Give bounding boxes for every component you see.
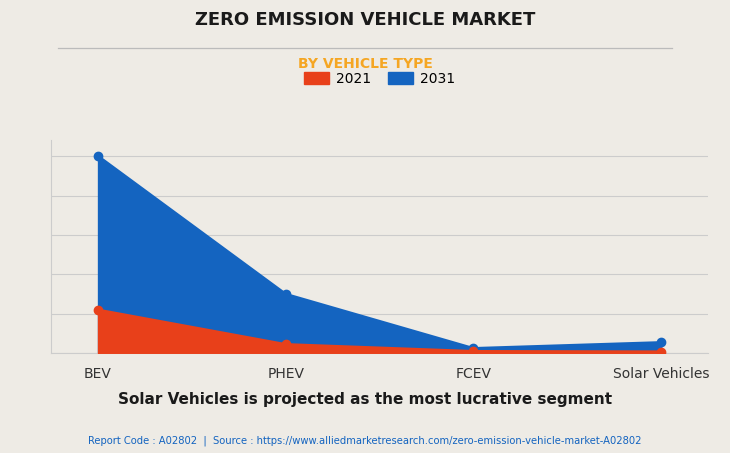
Legend: 2021, 2031: 2021, 2031 [299, 67, 461, 92]
Text: BY VEHICLE TYPE: BY VEHICLE TYPE [298, 57, 432, 71]
Text: Solar Vehicles is projected as the most lucrative segment: Solar Vehicles is projected as the most … [118, 392, 612, 407]
Text: Report Code : A02802  |  Source : https://www.alliedmarketresearch.com/zero-emis: Report Code : A02802 | Source : https://… [88, 436, 642, 446]
Text: ZERO EMISSION VEHICLE MARKET: ZERO EMISSION VEHICLE MARKET [195, 11, 535, 29]
